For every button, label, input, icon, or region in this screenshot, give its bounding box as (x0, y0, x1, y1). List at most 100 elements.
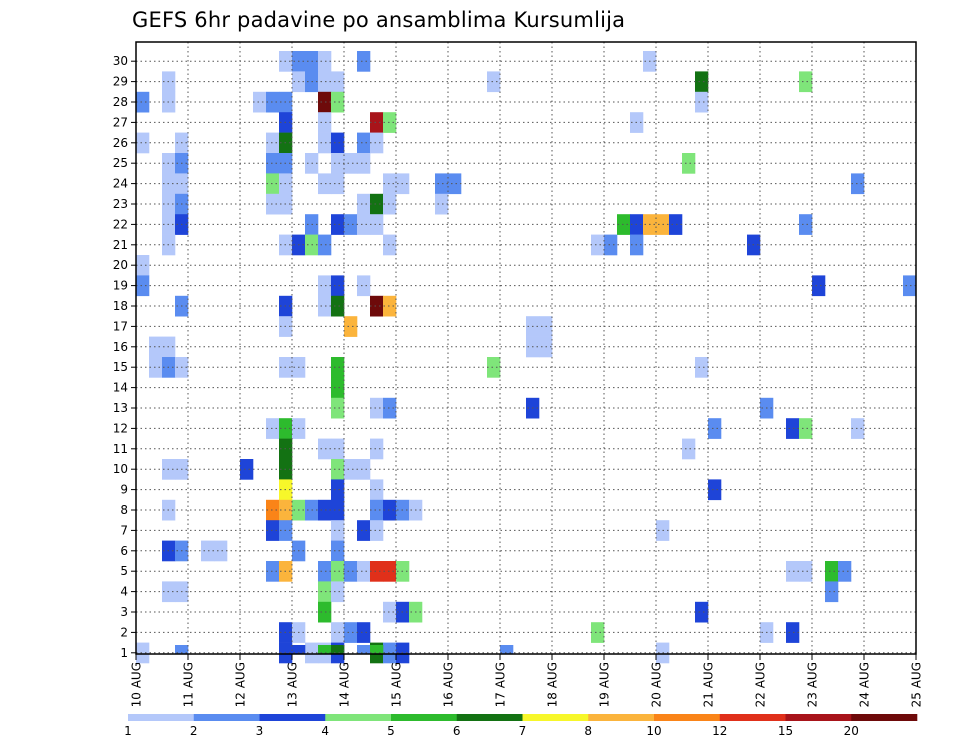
colorbar-tick-label: 3 (256, 724, 264, 738)
y-tick-label: 1 (120, 646, 128, 660)
heatmap-cell (799, 561, 813, 582)
y-tick-label: 26 (113, 136, 128, 150)
heatmap-cell (253, 91, 267, 113)
heatmap-cell (357, 520, 371, 541)
heatmap-cell (149, 357, 163, 378)
y-tick-label: 3 (120, 605, 128, 619)
heatmap-cell (370, 645, 384, 655)
colorbar-swatch (193, 714, 260, 721)
heatmap-cell (383, 642, 397, 664)
heatmap-cell (318, 112, 332, 133)
colorbar-swatch (259, 714, 326, 721)
colorbar-swatch (785, 714, 852, 721)
heatmap-cell (266, 193, 280, 215)
colorbar-tick-label: 15 (778, 724, 793, 738)
heatmap-cell (266, 173, 280, 195)
heatmap-cell (318, 91, 332, 113)
colorbar-tick-label: 20 (844, 724, 859, 738)
heatmap-cell (708, 418, 722, 439)
heatmap-cell (708, 479, 722, 501)
y-tick-label: 25 (113, 156, 128, 170)
x-tick-label: 13 AUG (286, 662, 300, 707)
heatmap-cell (838, 561, 852, 582)
heatmap-cell (357, 645, 371, 655)
y-tick-label: 18 (113, 299, 128, 313)
heatmap-cell (383, 601, 397, 623)
heatmap-cell (266, 520, 280, 541)
heatmap-cell (331, 499, 345, 521)
heatmap-cell (370, 520, 384, 541)
heatmap-cell (136, 132, 150, 154)
heatmap-cell (331, 645, 345, 655)
heatmap-cell (799, 418, 813, 439)
y-tick-label: 19 (113, 279, 128, 293)
y-tick-label: 16 (113, 340, 128, 354)
heatmap-cell (331, 561, 345, 582)
heatmap-cell (344, 153, 358, 174)
heatmap-cell (370, 561, 384, 582)
heatmap-cell (695, 601, 709, 623)
heatmap-cell (331, 438, 345, 460)
heatmap-cell (357, 51, 371, 72)
heatmap-cell (266, 91, 280, 113)
x-tick-label: 14 AUG (338, 662, 352, 707)
heatmap-cell (266, 132, 280, 154)
heatmap-cell (825, 561, 839, 582)
heatmap-cell (383, 193, 397, 215)
colorbar-swatch (391, 714, 458, 721)
heatmap-cell (435, 193, 449, 215)
heatmap-cell (136, 91, 150, 113)
heatmap-cell (357, 275, 371, 297)
heatmap-cell (370, 193, 384, 215)
heatmap-cell (331, 91, 345, 113)
heatmap-cell (318, 173, 332, 195)
y-tick-label: 2 (120, 625, 128, 639)
heatmap-cell (370, 132, 384, 154)
y-tick-label: 11 (113, 442, 128, 456)
plot-frame (135, 41, 917, 655)
heatmap-cell (357, 459, 371, 480)
heatmap-cell (383, 295, 397, 317)
heatmap-cell (318, 132, 332, 154)
x-tick-label: 18 AUG (546, 662, 560, 707)
y-tick-label: 5 (120, 564, 128, 578)
colorbar-tick-label: 8 (584, 724, 592, 738)
heatmap-cell (591, 234, 605, 256)
heatmap-cell (344, 214, 358, 235)
x-tick-label: 10 AUG (130, 662, 144, 707)
y-tick-label: 14 (113, 381, 128, 395)
heatmap-cell (669, 214, 683, 235)
heatmap-cell (149, 336, 163, 358)
heatmap-cell (357, 132, 371, 154)
chart-title: GEFS 6hr padavine po ansamblima Kursumli… (132, 8, 625, 32)
colorbar: 1 2 3 4 5 6 7 8 10 12 15 20 (124, 714, 918, 738)
heatmap-cell (136, 275, 150, 297)
heatmap-cell (799, 71, 813, 93)
heatmap-cells (136, 51, 917, 664)
heatmap-cell (318, 601, 332, 623)
heatmap-cell (318, 295, 332, 317)
heatmap-cell (318, 645, 332, 655)
y-tick-label: 23 (113, 197, 128, 211)
heatmap-cell (344, 561, 358, 582)
y-tick-label: 4 (120, 585, 128, 599)
y-tick-label: 17 (113, 319, 128, 333)
heatmap-cell (851, 418, 865, 439)
heatmap-cell (695, 357, 709, 378)
y-tick-label: 22 (113, 217, 128, 231)
heatmap-cell (383, 112, 397, 133)
heatmap-cell (266, 153, 280, 174)
heatmap-cell (695, 91, 709, 113)
colorbar-tick-label: 12 (712, 724, 727, 738)
heatmap-cell (825, 581, 839, 603)
heatmap-cell (331, 173, 345, 195)
y-tick-label: 20 (113, 258, 128, 272)
heatmap-cell (903, 275, 917, 297)
heatmap-cell (357, 153, 371, 174)
heatmap-cell (370, 214, 384, 235)
colorbar-swatch (128, 714, 195, 721)
heatmap-cell (331, 479, 345, 501)
heatmap-cell (357, 214, 371, 235)
y-tick-label: 24 (113, 177, 128, 191)
